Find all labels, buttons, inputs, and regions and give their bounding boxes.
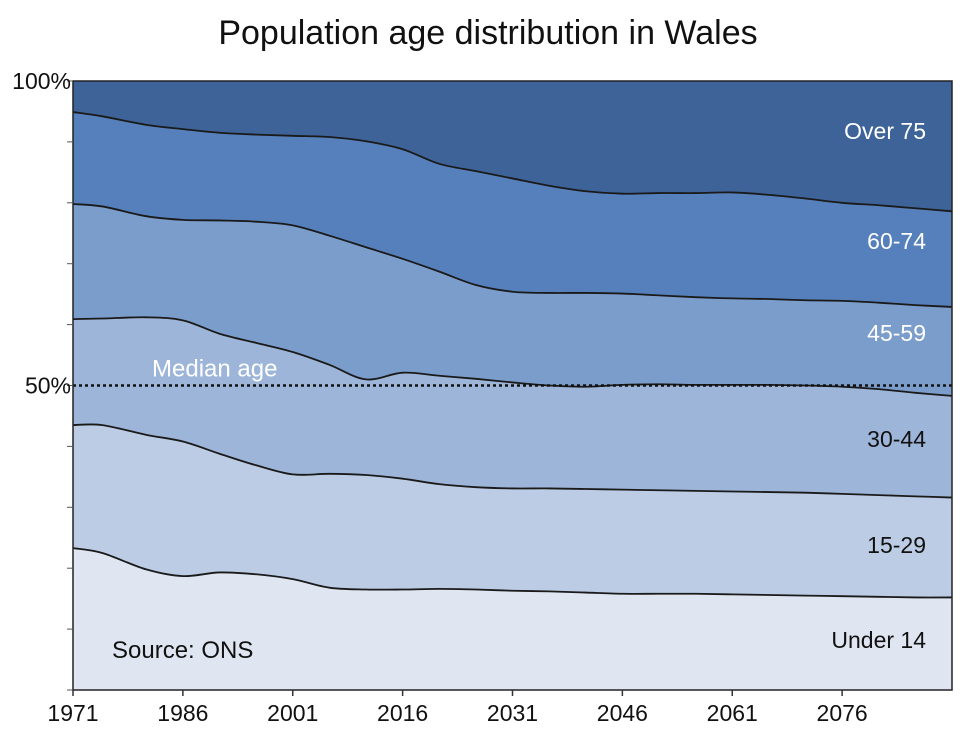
x-tick-label: 2001 [267,700,318,726]
x-axis-ticks: 1971 1986 2001 2016 2031 2046 2061 2076 [47,690,868,726]
series-label-over-75: Over 75 [844,118,926,144]
chart-title: Population age distribution in Wales [218,14,758,52]
series-label-under-14: Under 14 [831,627,926,653]
x-tick-label: 1986 [157,700,208,726]
series-label-60-74: 60-74 [867,228,926,254]
boundary-line [72,203,953,308]
boundary-line [72,423,953,499]
y-tick-label: 50% [25,373,71,399]
y-tick-label: 100% [12,68,71,94]
x-tick-label: 2016 [377,700,428,726]
median-label: Median age [152,356,277,383]
boundary-line [72,547,953,599]
series-label-15-29: 15-29 [867,532,926,558]
x-tick-label: 1971 [47,700,98,726]
series-label-45-59: 45-59 [867,320,926,346]
x-tick-label: 2046 [597,700,648,726]
area-under-14 [73,548,952,690]
boundary-line [72,111,953,213]
boundary-lines [72,111,953,599]
x-tick-label: 2076 [817,700,868,726]
series-labels: Under 14 15-29 30-44 45-59 60-74 Over 75 [831,118,926,653]
x-tick-label: 2031 [487,700,538,726]
source-note: Source: ONS [112,637,253,664]
series-label-30-44: 30-44 [867,426,926,452]
x-tick-label: 2061 [707,700,758,726]
y-axis-ticks: 100% 50% [12,68,73,691]
